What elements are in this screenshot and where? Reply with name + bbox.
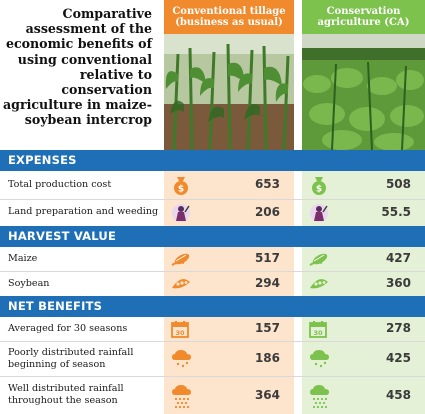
value-cell-conventional: 294 (164, 272, 294, 296)
row-label: Poorly distributed rainfall beginning of… (8, 347, 134, 370)
value-conventional: 294 (254, 276, 280, 290)
calendar-icon: 30 (309, 321, 327, 338)
value-cell-conventional: 206 (164, 200, 294, 226)
value-conservation: 55.5 (381, 205, 411, 219)
title-block: Comparative assessment of the economic b… (0, 0, 160, 150)
page-title: Comparative assessment of the economic b… (3, 6, 152, 128)
svg-text:$: $ (316, 185, 322, 195)
rain-cloud-heavy-icon (172, 385, 191, 409)
svg-text:$: $ (178, 185, 184, 195)
value-conservation: 458 (385, 388, 411, 402)
value-conservation: 425 (385, 351, 411, 365)
row-label: Total production cost (8, 179, 112, 190)
table-row: Well distributed rainfall throughout the… (0, 377, 425, 414)
value-conventional: 364 (254, 388, 280, 402)
row-divider (0, 376, 425, 377)
farmer-icon (310, 204, 328, 222)
value-cell-conventional: 30 157 (164, 317, 294, 341)
value-cell-conventional: 364 (164, 377, 294, 414)
row-label: Averaged for 30 seasons (8, 323, 128, 334)
section-header-net-benefits: NET BENEFITS (0, 296, 425, 317)
value-cell-conservation: 427 (302, 247, 425, 271)
column-conservation: Conservation agriculture (CA) (302, 0, 425, 150)
conservation-field-photo (302, 34, 425, 150)
section-header-harvest: HARVEST VALUE (0, 226, 425, 247)
value-conventional: 517 (254, 251, 280, 265)
value-cell-conservation: 458 (302, 377, 425, 414)
value-cell-conventional: 186 (164, 342, 294, 376)
table-row: Total production cost $ 653 $ 508 (0, 171, 425, 199)
soybean-pod-icon (310, 279, 328, 289)
value-conventional: 653 (254, 177, 280, 191)
svg-text:30: 30 (175, 329, 185, 337)
farmer-icon (172, 204, 190, 222)
value-conservation: 278 (385, 321, 411, 335)
money-bag-icon: $ (312, 177, 326, 195)
value-conventional: 157 (254, 321, 280, 335)
rain-cloud-light-icon (172, 350, 191, 368)
value-cell-conservation: 55.5 (302, 200, 425, 226)
row-divider (0, 271, 425, 272)
section-header-expenses: EXPENSES (0, 150, 425, 171)
column-label-conventional: Conventional tillage (business as usual) (164, 0, 294, 34)
column-conventional: Conventional tillage (business as usual) (164, 0, 294, 150)
table-row: Poorly distributed rainfall beginning of… (0, 342, 425, 376)
value-conservation: 427 (385, 251, 411, 265)
value-cell-conservation: 425 (302, 342, 425, 376)
row-label: Well distributed rainfall throughout the… (8, 383, 124, 406)
conventional-field-photo (164, 34, 294, 150)
row-label: Soybean (8, 278, 50, 289)
value-conservation: 508 (385, 177, 411, 191)
value-conservation: 360 (385, 276, 411, 290)
row-divider (0, 341, 425, 342)
value-cell-conservation: 360 (302, 272, 425, 296)
value-cell-conventional: 517 (164, 247, 294, 271)
svg-text:30: 30 (313, 329, 323, 337)
table-row: Averaged for 30 seasons 30 157 30 278 (0, 317, 425, 341)
row-label: Maize (8, 253, 38, 264)
value-conventional: 186 (254, 351, 280, 365)
row-divider (0, 199, 425, 200)
table-row: Land preparation and weeding 206 55.5 (0, 200, 425, 226)
value-cell-conventional: $ 653 (164, 171, 294, 199)
maize-cob-icon (171, 253, 190, 266)
value-cell-conservation: 30 278 (302, 317, 425, 341)
row-label: Land preparation and weeding (8, 206, 159, 217)
column-label-conservation: Conservation agriculture (CA) (302, 0, 425, 34)
rain-cloud-heavy-icon (310, 385, 329, 409)
table-row: Soybean 294 360 (0, 272, 425, 296)
calendar-icon: 30 (171, 321, 189, 338)
table-row: Maize 517 427 (0, 247, 425, 271)
money-bag-icon: $ (174, 177, 188, 195)
maize-cob-icon (309, 253, 328, 266)
value-conventional: 206 (254, 205, 280, 219)
soybean-pod-icon (172, 279, 190, 289)
value-cell-conservation: $ 508 (302, 171, 425, 199)
rain-cloud-light-icon (310, 350, 329, 368)
